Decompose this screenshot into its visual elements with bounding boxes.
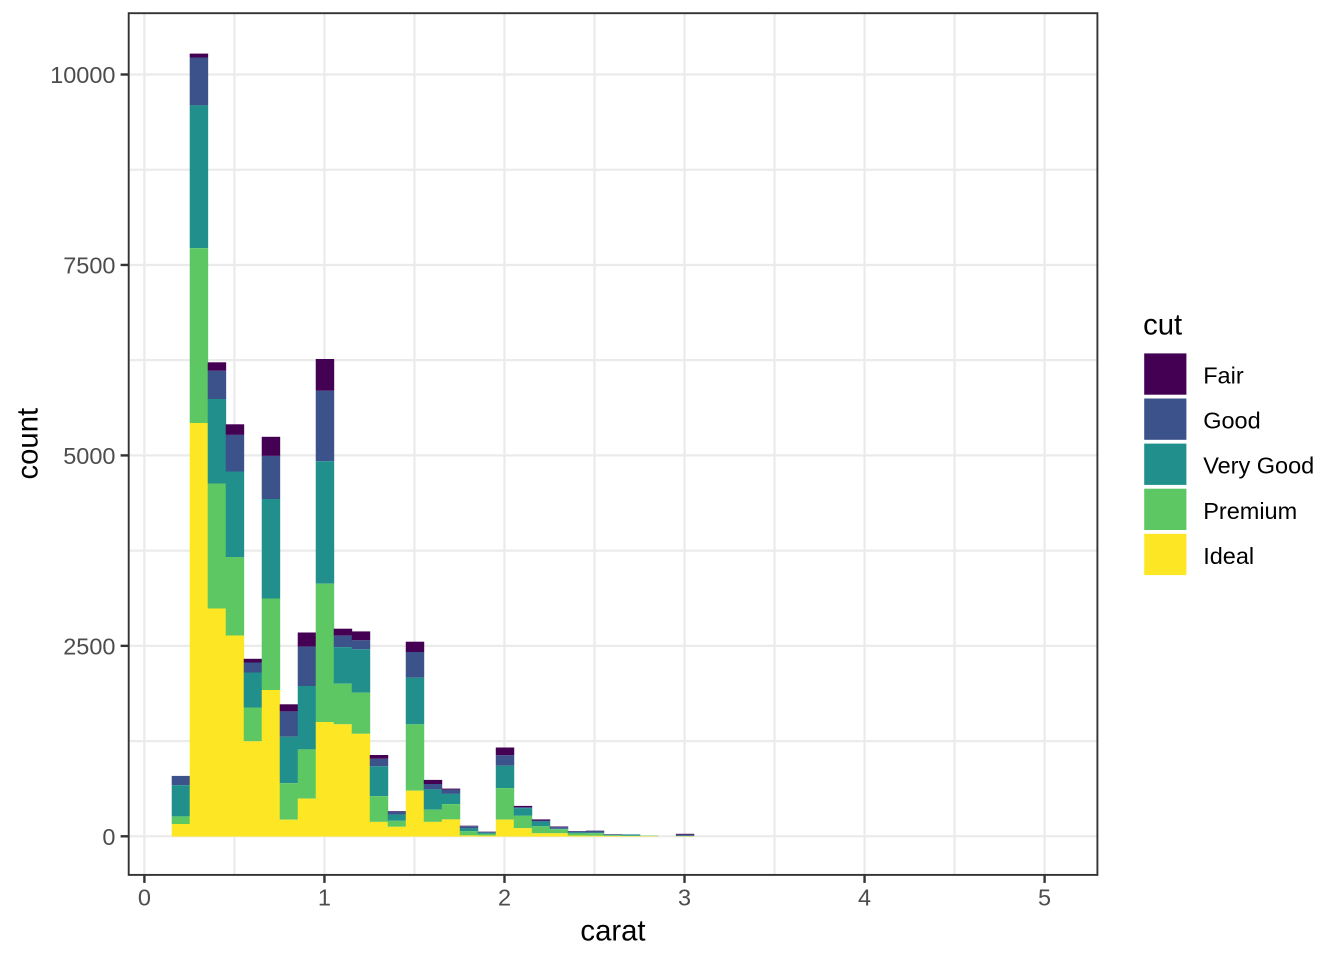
svg-text:cut: cut: [1143, 309, 1182, 342]
svg-text:Very Good: Very Good: [1203, 453, 1314, 479]
svg-text:carat: carat: [580, 915, 645, 948]
svg-text:1: 1: [318, 885, 331, 911]
svg-text:Good: Good: [1203, 408, 1261, 434]
svg-text:7500: 7500: [63, 253, 115, 279]
svg-text:count: count: [11, 408, 44, 480]
svg-text:5000: 5000: [63, 443, 115, 469]
svg-text:5: 5: [1038, 885, 1051, 911]
svg-text:3: 3: [678, 885, 691, 911]
svg-text:0: 0: [138, 885, 151, 911]
svg-text:2: 2: [498, 885, 511, 911]
svg-text:2500: 2500: [63, 634, 115, 660]
svg-text:Ideal: Ideal: [1203, 543, 1254, 569]
svg-text:4: 4: [858, 885, 871, 911]
svg-text:10000: 10000: [50, 62, 115, 88]
svg-text:Fair: Fair: [1203, 363, 1244, 389]
svg-text:Premium: Premium: [1203, 498, 1297, 524]
svg-text:0: 0: [102, 824, 115, 850]
